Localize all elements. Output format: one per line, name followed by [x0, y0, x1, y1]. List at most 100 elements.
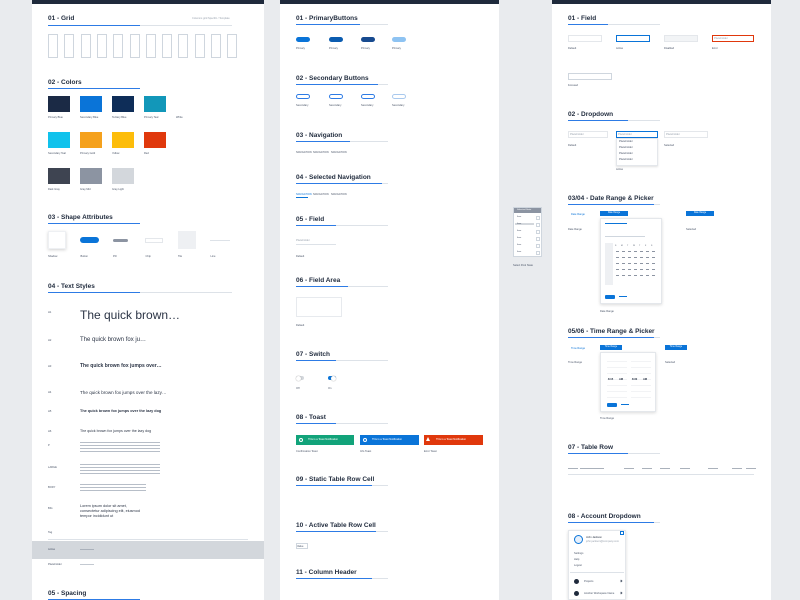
- calendar-day[interactable]: [645, 275, 649, 276]
- dropdown-option[interactable]: Placeholder: [619, 152, 633, 155]
- calendar-day[interactable]: [615, 257, 619, 258]
- table-row[interactable]: [568, 466, 756, 472]
- dropdown-option[interactable]: Placeholder: [619, 140, 633, 143]
- account-workspace-item[interactable]: Another Workspace Name: [584, 592, 615, 595]
- calendar-day[interactable]: [615, 263, 619, 264]
- calendar-day[interactable]: [615, 269, 619, 270]
- calendar-day[interactable]: [627, 269, 631, 270]
- floating-dropdown-item[interactable]: Item: [517, 244, 522, 246]
- dropdown-open-menu[interactable]: [616, 138, 658, 166]
- field-error[interactable]: [712, 35, 754, 42]
- date-range-button-selected[interactable]: Date Range: [686, 211, 714, 216]
- calendar-day[interactable]: [621, 263, 625, 264]
- calendar-day[interactable]: [621, 257, 625, 258]
- field-area[interactable]: [296, 297, 342, 317]
- floating-dropdown-item[interactable]: Item: [517, 251, 522, 253]
- calendar-day[interactable]: [651, 275, 655, 276]
- time-apply-button[interactable]: [607, 403, 617, 407]
- date-range-link[interactable]: Date Range: [571, 213, 585, 216]
- time-range-button[interactable]: Time Range: [600, 345, 622, 350]
- row-label-active: Active: [48, 548, 56, 551]
- calendar-day[interactable]: [651, 263, 655, 264]
- calendar-day[interactable]: [651, 269, 655, 270]
- floating-dropdown-item[interactable]: Item: [517, 230, 522, 232]
- time-range-link[interactable]: Time Range: [571, 347, 586, 350]
- account-link[interactable]: Logout: [574, 564, 582, 567]
- switch-on[interactable]: [328, 375, 336, 381]
- calendar-day[interactable]: [627, 263, 631, 264]
- time-cancel-link[interactable]: [621, 404, 629, 405]
- primary-button-default[interactable]: [296, 37, 310, 42]
- calendar-day[interactable]: [651, 251, 655, 252]
- account-link[interactable]: Help: [574, 558, 580, 561]
- primary-button-hover[interactable]: [329, 37, 343, 42]
- primary-button-pressed[interactable]: [361, 37, 375, 42]
- nav-item[interactable]: NAVIGATION: [331, 151, 347, 154]
- floating-dropdown-item[interactable]: Item: [517, 216, 522, 218]
- calendar-day[interactable]: [639, 257, 643, 258]
- calendar-day[interactable]: [639, 275, 643, 276]
- calendar-day[interactable]: [645, 251, 649, 252]
- dropdown-selected[interactable]: [664, 131, 708, 138]
- calendar-day[interactable]: [615, 275, 619, 276]
- time-picker[interactable]: 8:15 AM 8:30 AM: [600, 352, 656, 412]
- floating-dropdown-scroll: [536, 244, 540, 248]
- field-placeholder[interactable]: Placeholder: [296, 239, 310, 242]
- field-default[interactable]: [568, 35, 602, 42]
- toast-confirmation[interactable]: This is a Toast Notification: [296, 435, 354, 445]
- calendar-day[interactable]: [633, 275, 637, 276]
- calendar-day[interactable]: [633, 251, 637, 252]
- field-active[interactable]: [616, 35, 650, 42]
- close-icon[interactable]: [620, 531, 624, 535]
- calendar-day[interactable]: [639, 251, 643, 252]
- secondary-button-default[interactable]: [296, 94, 310, 99]
- calendar-day[interactable]: [633, 269, 637, 270]
- switch-off[interactable]: [296, 375, 304, 381]
- active-row-cell[interactable]: [296, 543, 308, 549]
- primary-button-disabled[interactable]: [392, 37, 406, 42]
- time-range-button-selected[interactable]: Time Range: [665, 345, 687, 350]
- calendar-day[interactable]: [645, 263, 649, 264]
- nav-item[interactable]: NAVIGATION: [313, 193, 329, 196]
- calendar-day[interactable]: [651, 257, 655, 258]
- dropdown-option[interactable]: Placeholder: [619, 158, 633, 161]
- calendar-day[interactable]: [645, 257, 649, 258]
- account-link[interactable]: Settings: [574, 552, 584, 555]
- floating-dropdown-item[interactable]: Item: [515, 223, 534, 225]
- floating-dropdown[interactable]: Selected State Item Item Item Item Item Item: [513, 207, 542, 257]
- calendar-day[interactable]: [621, 251, 625, 252]
- toast-error[interactable]: This is a Toast Notification: [424, 435, 483, 445]
- nav-item[interactable]: NAVIGATION: [313, 151, 329, 154]
- floating-dropdown-item[interactable]: Item: [517, 237, 522, 239]
- calendar-day[interactable]: [621, 269, 625, 270]
- calendar-day[interactable]: [627, 257, 631, 258]
- selected-nav-item[interactable]: NAVIGATION: [296, 193, 312, 196]
- nav-item[interactable]: NAVIGATION: [331, 193, 347, 196]
- date-range-button[interactable]: Date Range: [600, 211, 628, 216]
- shape-line: [210, 240, 230, 241]
- field-focused[interactable]: [568, 73, 612, 80]
- secondary-button-hover[interactable]: [329, 94, 343, 99]
- section-underline: [568, 522, 654, 523]
- secondary-button-pressed[interactable]: [361, 94, 375, 99]
- calendar-day[interactable]: [633, 257, 637, 258]
- calendar-day[interactable]: [639, 269, 643, 270]
- calendar-day[interactable]: [627, 251, 631, 252]
- secondary-button-disabled[interactable]: [392, 94, 406, 99]
- calendar-day[interactable]: [627, 275, 631, 276]
- calendar-apply-button[interactable]: [605, 295, 615, 299]
- calendar-cancel-link[interactable]: [619, 296, 627, 297]
- calendar-day[interactable]: [615, 251, 619, 252]
- calendar-day[interactable]: [633, 263, 637, 264]
- account-workspace-item[interactable]: Projects: [584, 580, 594, 583]
- toast-info[interactable]: This is a Toast Notification: [360, 435, 419, 445]
- dropdown-active[interactable]: [616, 131, 658, 138]
- dropdown-option[interactable]: Placeholder: [619, 146, 633, 149]
- calendar-day[interactable]: [621, 275, 625, 276]
- calendar-day[interactable]: [645, 269, 649, 270]
- dropdown-default[interactable]: [568, 131, 608, 138]
- calendar-day[interactable]: [639, 263, 643, 264]
- field-disabled[interactable]: [664, 35, 698, 42]
- nav-item[interactable]: NAVIGATION: [296, 151, 312, 154]
